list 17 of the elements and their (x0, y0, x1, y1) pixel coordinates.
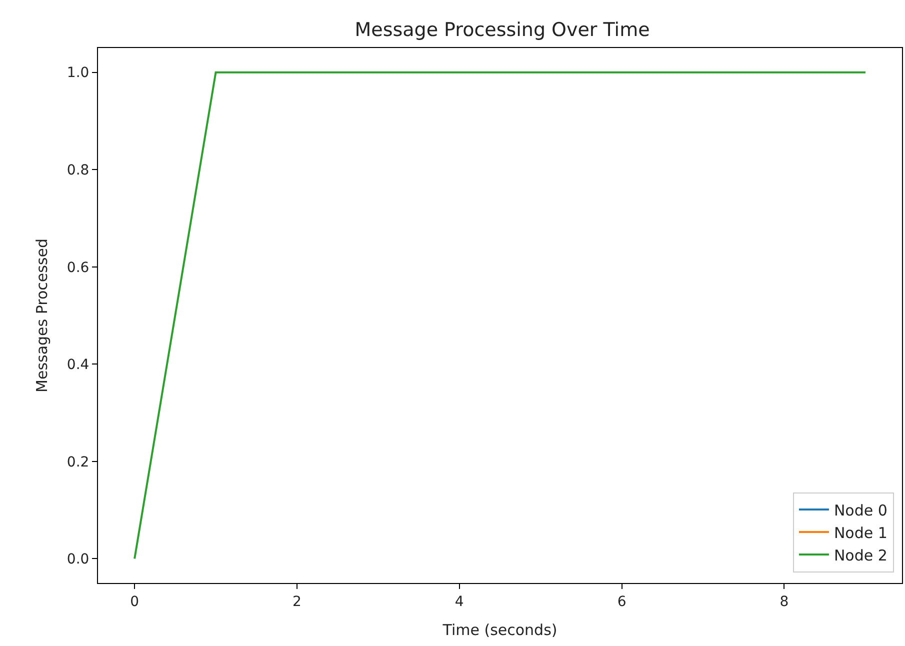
legend-label: Node 0 (834, 501, 888, 520)
y-axis-title: Messages Processed (33, 238, 52, 392)
y-tick-label: 1.0 (66, 65, 90, 82)
x-tick-label: 6 (617, 594, 626, 610)
y-tick-label: 0.0 (66, 552, 90, 568)
y-tick-label: 0.4 (66, 357, 90, 374)
x-tick-label: 8 (780, 594, 789, 610)
y-tick-label: 0.6 (66, 260, 90, 276)
legend-label: Node 1 (834, 524, 888, 542)
x-tick-label: 2 (292, 594, 302, 610)
legend-label: Node 2 (834, 546, 888, 564)
y-tick-label: 0.2 (66, 454, 90, 470)
chart-title: Message Processing Over Time (354, 18, 650, 41)
x-axis-title: Time (seconds) (442, 620, 558, 639)
x-tick-label: 0 (130, 594, 140, 610)
x-tick-label: 4 (454, 594, 464, 610)
y-tick-label: 0.8 (66, 162, 90, 178)
